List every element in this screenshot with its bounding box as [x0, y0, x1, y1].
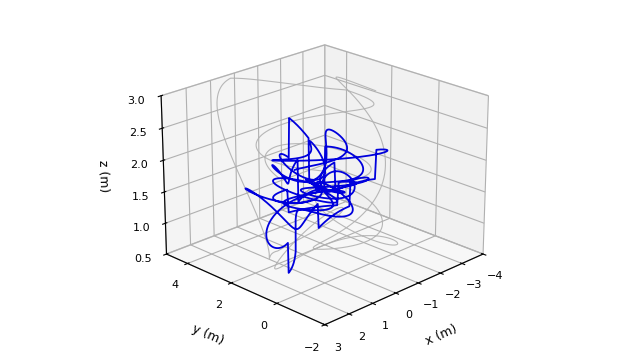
Y-axis label: y (m): y (m) — [190, 322, 226, 348]
X-axis label: x (m): x (m) — [424, 322, 460, 348]
